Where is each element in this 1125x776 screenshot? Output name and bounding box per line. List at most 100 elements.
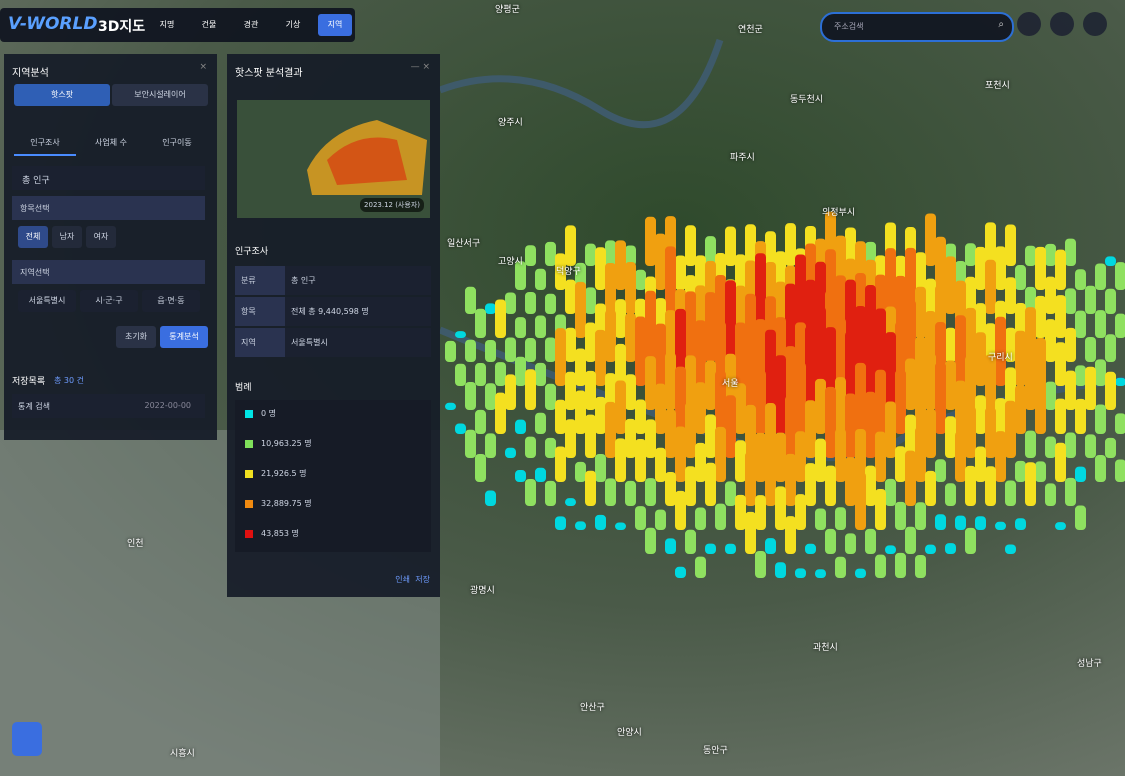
nav-button[interactable]: 지역 [318,14,352,36]
legend-label: 21,926.5 명 [261,469,307,478]
hotspot-column [935,459,946,482]
saved-row[interactable]: 통계 검색 2022-00-00 [12,394,205,418]
menu-button[interactable] [1083,12,1107,36]
thumbnail-caption: 2023.12 (사용자) [360,198,424,212]
search-icon[interactable]: ⌕ [998,19,1004,30]
hotspot-column [695,382,706,434]
item-button[interactable]: 여자 [86,226,116,248]
hotspot-column [915,426,926,482]
hotspot-column [805,463,816,506]
hotspot-column [515,419,526,434]
close-button[interactable]: × [199,62,207,72]
hotspot-column [1005,367,1016,410]
hotspot-column [875,431,886,482]
hotspot-column [675,255,686,290]
sub-tab[interactable]: 사업체 수 [95,138,127,147]
nav-button[interactable]: 기상 [285,20,301,29]
saved-name: 통계 검색 [18,402,50,411]
hotspot-column [915,502,926,530]
table-key: 항목 [235,297,287,326]
map-label: 포천시 [985,81,1010,91]
hotspot-column [635,399,646,434]
save-link[interactable]: 저장 [415,575,430,584]
hotspot-column [465,381,476,410]
region-select[interactable]: 읍·면·동 [142,290,200,312]
hotspot-column [1025,245,1036,266]
hotspot-column [685,529,696,554]
hotspot-column [755,432,766,482]
sub-tab[interactable]: 인구조사 [14,132,76,156]
item-button[interactable]: 남자 [52,226,82,248]
hotspot-column [945,360,956,410]
close-button[interactable]: — × [410,62,430,72]
hotspot-column [965,355,976,410]
hotspot-column [495,392,506,434]
tab[interactable]: 보안시설레이어 [112,84,208,106]
hotspot-column [1005,544,1016,554]
legend-swatch [245,500,253,508]
print-link[interactable]: 인쇄 [395,575,410,584]
hotspot-column [985,323,996,362]
hotspot-column [745,511,756,554]
hotspot-column [855,428,866,482]
nav-button[interactable]: 지명 [159,20,175,29]
search-box[interactable]: 주소검색 ⌕ [820,12,1014,42]
hotspot-column [495,299,506,338]
hotspot-column [605,401,616,458]
region-select[interactable]: 서울특별시 [18,290,76,312]
sub-tab[interactable]: 인구이동 [162,138,192,147]
hotspot-column [705,414,716,458]
hotspot-column [925,408,936,458]
nav-button[interactable]: 경관 [243,20,259,29]
hotspot-column [1025,462,1036,506]
hotspot-column [735,322,746,386]
hotspot-column [545,383,556,410]
legend-label: 0 명 [261,409,276,418]
hotspot-column [1095,310,1106,338]
hotspot-column [1055,398,1066,434]
hotspot-column [515,261,526,290]
hotspot-column [825,386,836,458]
saved-date: 2022-00-00 [144,401,192,410]
reset-button[interactable]: 초기화 [116,326,156,348]
hotspot-column [645,356,656,410]
hotspot-column [815,569,826,578]
hotspot-column [705,360,716,410]
hotspot-column [745,404,756,458]
hotspot-column [1105,256,1116,266]
hotspot-column [475,409,486,434]
hotspot-column [925,278,936,314]
hotspot-column [465,286,476,314]
location-button[interactable] [1017,12,1041,36]
nav-button[interactable]: 건물 [201,20,217,29]
hotspot-column [885,478,896,506]
hotspot-column [1065,477,1076,506]
hotspot-column [975,332,986,386]
hotspot-column [565,327,576,362]
map-label: 구리시 [988,353,1013,363]
hotspot-column [985,259,996,314]
hotspot-column [995,316,1006,386]
hotspot-column [755,253,766,338]
hotspot-column [615,299,626,338]
tab[interactable]: 핫스팟 [14,84,110,106]
hotspot-column [635,316,646,386]
print-button[interactable] [1050,12,1074,36]
hotspot-column [915,382,926,434]
hotspot-column [1075,466,1086,482]
analyze-button[interactable]: 통계분석 [160,326,208,348]
hotspot-column [1085,366,1096,410]
saved-title: 저장목록 [12,377,46,387]
layer-button[interactable] [12,722,42,756]
item-button[interactable]: 전체 [18,226,48,248]
select[interactable]: 총 인구 [22,176,50,186]
region-select[interactable]: 시·군·구 [80,290,138,312]
hotspot-column [555,328,566,386]
hotspot-column [1025,357,1036,410]
hotspot-column [565,225,576,266]
hotspot-column [1005,327,1016,362]
legend-swatch [245,440,253,448]
hotspot-column [975,446,986,482]
hotspot-column [605,478,616,506]
hotspot-column [455,331,466,338]
